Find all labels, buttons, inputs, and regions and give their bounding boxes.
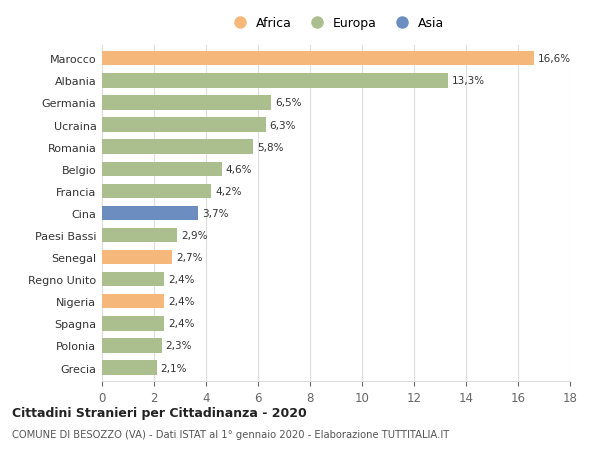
Bar bbox=[102, 140, 253, 155]
Bar bbox=[102, 361, 157, 375]
Text: 16,6%: 16,6% bbox=[538, 54, 571, 64]
Bar bbox=[102, 96, 271, 110]
Bar bbox=[102, 184, 211, 199]
Text: 2,3%: 2,3% bbox=[166, 341, 192, 351]
Text: 5,8%: 5,8% bbox=[257, 142, 283, 152]
Text: 13,3%: 13,3% bbox=[452, 76, 485, 86]
Bar bbox=[102, 228, 178, 243]
Text: 2,9%: 2,9% bbox=[181, 230, 208, 241]
Bar bbox=[102, 118, 266, 133]
Text: 4,6%: 4,6% bbox=[226, 164, 252, 174]
Text: 2,4%: 2,4% bbox=[168, 274, 195, 285]
Text: 6,3%: 6,3% bbox=[270, 120, 296, 130]
Bar bbox=[102, 339, 162, 353]
Text: COMUNE DI BESOZZO (VA) - Dati ISTAT al 1° gennaio 2020 - Elaborazione TUTTITALIA: COMUNE DI BESOZZO (VA) - Dati ISTAT al 1… bbox=[12, 429, 449, 439]
Bar bbox=[102, 206, 198, 221]
Bar bbox=[102, 162, 221, 177]
Text: 4,2%: 4,2% bbox=[215, 186, 242, 196]
Text: 6,5%: 6,5% bbox=[275, 98, 301, 108]
Bar bbox=[102, 272, 164, 287]
Text: Cittadini Stranieri per Cittadinanza - 2020: Cittadini Stranieri per Cittadinanza - 2… bbox=[12, 406, 307, 419]
Text: 2,4%: 2,4% bbox=[168, 319, 195, 329]
Text: 3,7%: 3,7% bbox=[202, 208, 229, 218]
Text: 2,4%: 2,4% bbox=[168, 297, 195, 307]
Text: 2,1%: 2,1% bbox=[161, 363, 187, 373]
Bar bbox=[102, 317, 164, 331]
Bar bbox=[102, 74, 448, 88]
Text: 2,7%: 2,7% bbox=[176, 252, 203, 263]
Bar bbox=[102, 52, 533, 66]
Bar bbox=[102, 250, 172, 265]
Legend: Africa, Europa, Asia: Africa, Europa, Asia bbox=[223, 12, 449, 35]
Bar bbox=[102, 294, 164, 309]
